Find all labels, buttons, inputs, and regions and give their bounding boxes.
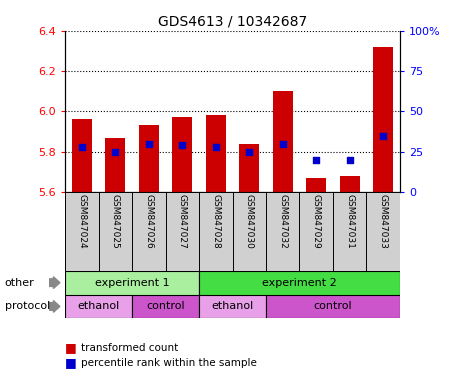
Text: GSM847025: GSM847025: [111, 194, 120, 249]
Text: GSM847033: GSM847033: [379, 194, 388, 249]
Text: GSM847024: GSM847024: [77, 194, 86, 249]
Bar: [72, 119, 92, 192]
Text: experiment 2: experiment 2: [262, 278, 337, 288]
Bar: [139, 126, 159, 192]
FancyArrow shape: [49, 277, 60, 288]
Point: [78, 144, 86, 150]
Text: protocol: protocol: [5, 301, 50, 311]
Bar: [199, 271, 400, 295]
Bar: [306, 178, 326, 192]
Text: control: control: [146, 301, 185, 311]
Bar: [339, 176, 360, 192]
Text: GSM847031: GSM847031: [345, 194, 354, 249]
Text: experiment 1: experiment 1: [95, 278, 169, 288]
FancyArrow shape: [49, 301, 60, 312]
Bar: [239, 144, 259, 192]
Text: control: control: [313, 301, 352, 311]
Point: [112, 149, 119, 155]
Bar: [172, 118, 193, 192]
Text: ■: ■: [65, 341, 77, 354]
Text: ■: ■: [65, 356, 77, 369]
Point: [179, 142, 186, 148]
Text: GSM847028: GSM847028: [211, 194, 220, 249]
Bar: [65, 295, 132, 318]
Text: percentile rank within the sample: percentile rank within the sample: [81, 358, 257, 368]
Point: [246, 149, 253, 155]
Bar: [272, 91, 293, 192]
Text: GSM847027: GSM847027: [178, 194, 187, 249]
Text: GSM847030: GSM847030: [245, 194, 254, 249]
Bar: [266, 295, 400, 318]
Point: [145, 141, 153, 147]
Text: other: other: [5, 278, 34, 288]
Text: ethanol: ethanol: [212, 301, 253, 311]
Text: GSM847032: GSM847032: [278, 194, 287, 249]
Point: [379, 132, 387, 139]
Bar: [65, 271, 199, 295]
Bar: [373, 47, 393, 192]
Point: [212, 144, 219, 150]
Text: transformed count: transformed count: [81, 343, 179, 353]
Point: [346, 157, 353, 163]
Text: ethanol: ethanol: [78, 301, 120, 311]
Text: GSM847029: GSM847029: [312, 194, 321, 249]
Point: [312, 157, 320, 163]
Point: [279, 141, 286, 147]
Bar: [199, 295, 266, 318]
Text: GSM847026: GSM847026: [144, 194, 153, 249]
Bar: [132, 295, 199, 318]
Title: GDS4613 / 10342687: GDS4613 / 10342687: [158, 14, 307, 28]
Bar: [206, 116, 226, 192]
Bar: [105, 137, 126, 192]
